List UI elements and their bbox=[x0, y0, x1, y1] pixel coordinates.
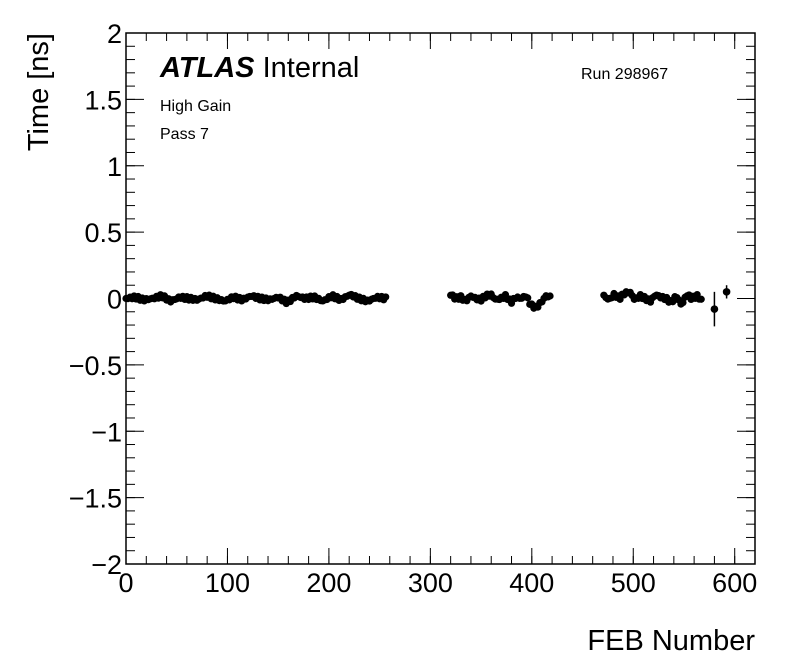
atlas-name: ATLAS bbox=[160, 52, 255, 84]
data-point bbox=[697, 295, 705, 303]
x-tick-label: 300 bbox=[408, 568, 453, 598]
y-tick-label: 1.5 bbox=[84, 85, 122, 115]
y-tick-label: 2 bbox=[107, 19, 122, 49]
atlas-status: Internal bbox=[262, 52, 360, 84]
data-point bbox=[382, 293, 390, 301]
x-tick-label: 0 bbox=[118, 568, 133, 598]
data-point bbox=[722, 288, 731, 296]
run-label: Run 298967 bbox=[581, 66, 669, 83]
gain-label: High Gain bbox=[160, 98, 232, 115]
data-points bbox=[122, 285, 731, 327]
x-axis-ticks: 0 100 200 300 400 500 600 bbox=[118, 33, 757, 598]
y-tick-label: −1.5 bbox=[69, 484, 122, 514]
x-tick-label: 200 bbox=[306, 568, 351, 598]
data-point bbox=[710, 305, 719, 313]
data-point bbox=[546, 292, 554, 300]
x-axis-label: FEB Number bbox=[587, 625, 755, 657]
x-tick-label: 500 bbox=[611, 568, 656, 598]
x-tick-label: 400 bbox=[509, 568, 554, 598]
atlas-label: ATLAS Internal bbox=[160, 52, 359, 85]
x-tick-label: 600 bbox=[712, 568, 757, 598]
plot-frame bbox=[125, 32, 756, 565]
data-point bbox=[524, 294, 532, 302]
y-tick-label: 0.5 bbox=[84, 218, 122, 248]
y-tick-label: −1 bbox=[91, 417, 122, 447]
pass-label: Pass 7 bbox=[160, 126, 209, 143]
x-tick-label: 100 bbox=[205, 568, 250, 598]
y-axis-label: Time [ns] bbox=[23, 33, 55, 151]
y-tick-label: 1 bbox=[107, 152, 122, 182]
y-tick-label: −0.5 bbox=[69, 351, 122, 381]
y-tick-label: 0 bbox=[107, 285, 122, 315]
y-tick-label: −2 bbox=[91, 550, 122, 580]
y-axis-ticks: −2 −1.5 −1 −0.5 0 0.5 1 1.5 2 bbox=[69, 19, 755, 580]
